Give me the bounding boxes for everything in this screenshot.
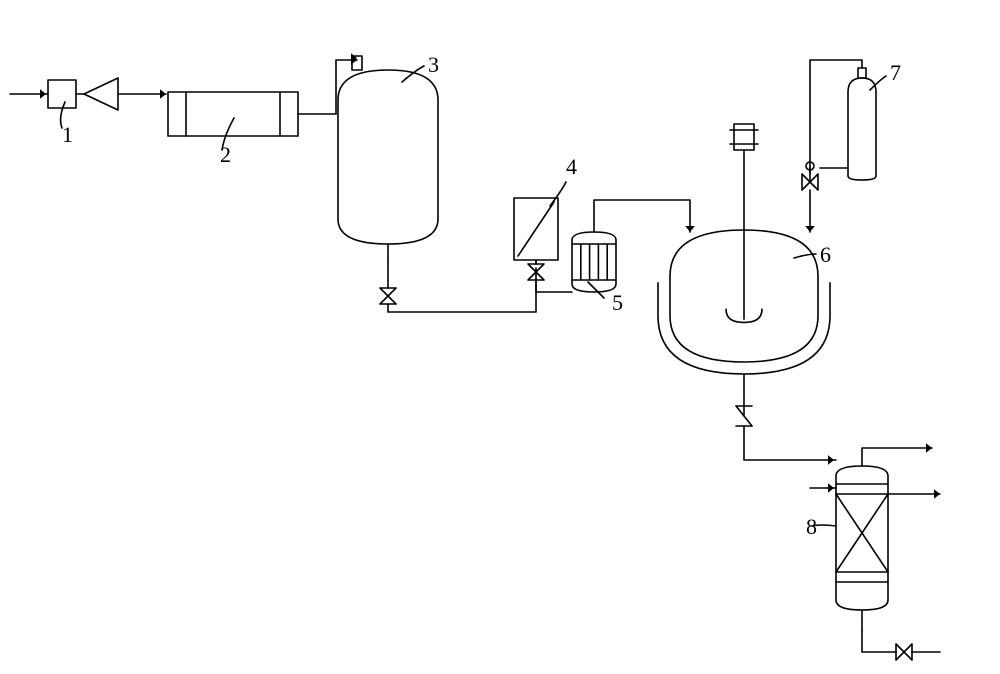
leader-tank xyxy=(402,66,424,82)
leader-cylinder xyxy=(870,76,886,90)
label-filter: 4 xyxy=(566,154,577,179)
label-column_s: 5 xyxy=(612,290,623,315)
label-tank: 3 xyxy=(428,52,439,77)
label-column_b: 8 xyxy=(806,514,817,539)
horizontal-vessel xyxy=(168,92,298,136)
label-reactor: 6 xyxy=(820,242,831,267)
pump xyxy=(48,80,76,108)
storage-tank xyxy=(338,70,438,244)
agitator-motor xyxy=(734,124,754,150)
packed-column xyxy=(836,466,888,610)
small-column xyxy=(572,232,616,292)
leader-column_s xyxy=(588,282,604,298)
label-pump: 1 xyxy=(62,122,73,147)
gas-cylinder xyxy=(848,78,876,180)
process-flow-diagram: 1 2 3 4 5 6 7 8 xyxy=(0,0,1000,674)
label-cylinder: 7 xyxy=(890,60,901,85)
pump-triangle xyxy=(84,78,118,110)
label-vessel_h: 2 xyxy=(220,142,231,167)
